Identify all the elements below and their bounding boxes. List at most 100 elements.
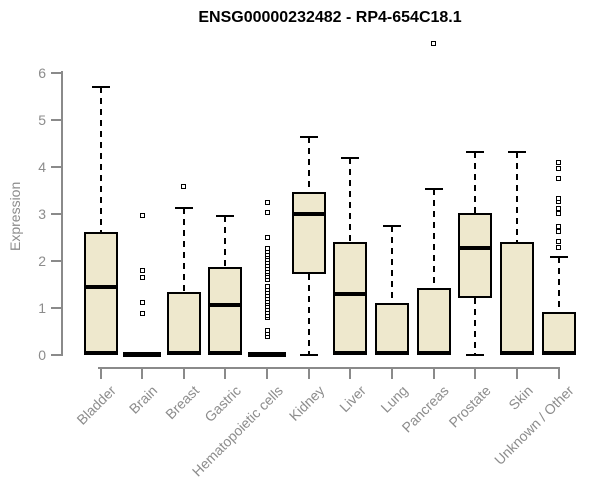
y-axis-tick: [51, 353, 62, 356]
box-bottom-staple-liver: [333, 350, 368, 355]
outlier-point-brain: [139, 274, 145, 280]
median-line-pancreas: [416, 350, 451, 355]
y-axis-tick: [51, 165, 62, 168]
y-axis-tick-label: 2: [38, 252, 46, 269]
box-brain: [123, 352, 162, 357]
y-axis-tick: [51, 306, 62, 309]
whisker-upper-bladder: [99, 87, 102, 232]
x-axis-label-skin: Skin: [504, 382, 536, 413]
box-liver: [333, 241, 368, 355]
whisker-upper-prostate: [474, 152, 477, 214]
x-axis-tick: [349, 368, 352, 379]
outlier-point-unknown-other: [556, 229, 561, 235]
median-line-lung: [374, 351, 409, 356]
median-line-liver: [333, 292, 368, 297]
x-axis-label-unknown-other: Unknown / Other: [491, 382, 578, 468]
outlier-point-unknown-other: [556, 195, 561, 201]
x-axis-tick: [432, 368, 435, 379]
median-line-unknown-other: [541, 350, 576, 355]
outlier-point-hematopoietic-cells: [264, 246, 270, 251]
whisker-upper-kidney: [307, 137, 310, 192]
whisker-cap-upper-bladder: [91, 86, 110, 89]
y-axis-tick: [51, 212, 62, 215]
box-unknown-other: [541, 312, 576, 355]
x-axis-label-prostate: Prostate: [445, 382, 494, 431]
outlier-point-unknown-other: [556, 210, 561, 216]
median-line-skin: [499, 351, 534, 356]
outlier-point-hematopoietic-cells: [264, 284, 270, 290]
outlier-point-brain: [139, 310, 145, 316]
whisker-upper-unknown-other: [557, 256, 560, 313]
x-axis-tick: [474, 368, 477, 379]
outlier-point-unknown-other: [556, 224, 561, 230]
outlier-point-hematopoietic-cells: [264, 327, 270, 333]
whisker-cap-upper-prostate: [466, 151, 485, 154]
outlier-point-hematopoietic-cells: [264, 234, 270, 240]
y-axis-tick-label: 5: [38, 112, 46, 128]
whisker-upper-lung: [390, 225, 393, 303]
x-axis-tick: [557, 368, 560, 379]
whisker-cap-upper-unknown-other: [549, 255, 568, 258]
whisker-upper-gastric: [224, 216, 227, 268]
y-axis-tick-label: 4: [38, 158, 46, 175]
whisker-lower-kidney: [307, 274, 310, 355]
whisker-cap-upper-pancreas: [424, 187, 443, 190]
outlier-point-unknown-other: [556, 165, 561, 171]
outlier-point-unknown-other: [556, 245, 561, 251]
x-axis-label-liver: Liver: [336, 382, 369, 416]
x-axis-tick: [266, 368, 269, 379]
x-axis-tick: [182, 368, 185, 379]
outlier-point-hematopoietic-cells: [264, 210, 270, 216]
y-axis-tick: [51, 72, 62, 75]
x-axis-tick: [307, 368, 310, 379]
whisker-lower-prostate: [474, 298, 477, 355]
outlier-point-hematopoietic-cells: [264, 200, 270, 206]
whisker-cap-upper-liver: [341, 156, 360, 159]
outlier-point-brain: [139, 212, 145, 218]
outlier-point-unknown-other: [556, 205, 561, 211]
x-axis-tick: [141, 368, 144, 379]
outlier-point-pancreas: [431, 40, 437, 46]
box-lung: [374, 302, 409, 355]
x-axis-tick: [515, 368, 518, 379]
whisker-cap-upper-skin: [507, 150, 526, 153]
y-axis-tick: [51, 119, 62, 121]
y-axis-tick-label: 1: [38, 299, 46, 316]
x-axis-label-bladder: Bladder: [73, 382, 120, 428]
x-axis-tick: [390, 368, 393, 379]
box-hematopoietic-cells: [248, 352, 287, 357]
median-line-gastric: [208, 303, 243, 308]
x-axis-line: [98, 367, 560, 369]
box-skin: [499, 242, 534, 355]
y-axis-tick-label: 6: [38, 65, 46, 82]
median-line-kidney: [291, 211, 326, 216]
y-axis-tick: [51, 259, 62, 262]
whisker-upper-liver: [349, 157, 352, 242]
outlier-point-unknown-other: [556, 159, 561, 165]
box-prostate: [458, 213, 493, 299]
box-kidney: [291, 191, 326, 275]
median-line-breast: [166, 350, 201, 355]
whisker-cap-lower-prostate: [466, 353, 485, 356]
box-bladder: [83, 231, 118, 355]
whisker-upper-skin: [515, 151, 518, 243]
box-pancreas: [416, 288, 451, 355]
box-gastric: [208, 267, 243, 355]
whisker-cap-upper-gastric: [216, 215, 235, 218]
chart-title: ENSG00000232482 - RP4-654C18.1: [198, 9, 462, 26]
whisker-cap-upper-kidney: [299, 136, 318, 139]
x-axis-label-lung: Lung: [377, 382, 411, 416]
whisker-upper-pancreas: [432, 188, 435, 289]
box-breast: [166, 292, 201, 355]
x-axis-tick: [99, 368, 102, 379]
outlier-point-breast: [181, 184, 187, 190]
whisker-upper-breast: [182, 208, 185, 293]
whisker-cap-upper-lung: [382, 224, 401, 227]
outlier-point-unknown-other: [556, 175, 561, 181]
x-axis-label-brain: Brain: [126, 382, 161, 417]
median-line-prostate: [458, 246, 493, 251]
median-line-bladder: [83, 284, 118, 289]
x-axis-tick: [224, 368, 227, 379]
